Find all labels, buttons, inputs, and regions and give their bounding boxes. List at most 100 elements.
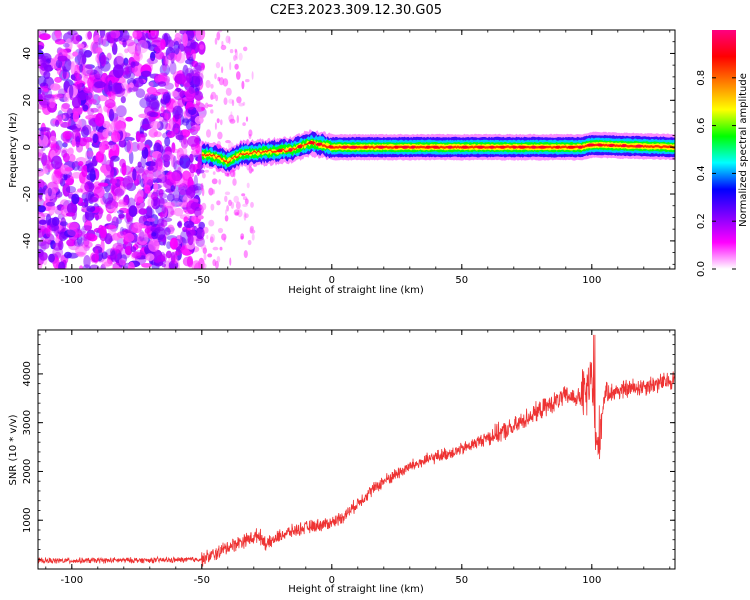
noise-blob bbox=[150, 120, 161, 130]
noise-blob bbox=[200, 182, 204, 191]
noise-blob bbox=[150, 193, 158, 200]
noise-blob bbox=[203, 253, 207, 261]
noise-blob bbox=[224, 191, 231, 196]
noise-blob bbox=[173, 207, 184, 217]
noise-blob bbox=[63, 229, 76, 238]
noise-blob bbox=[129, 72, 136, 79]
y-tick-label: -40 bbox=[22, 233, 33, 249]
noise-blob bbox=[159, 63, 171, 76]
noise-blob bbox=[41, 152, 48, 167]
colorbar-tick-label: 0.4 bbox=[696, 165, 707, 181]
noise-blob bbox=[236, 71, 241, 80]
noise-blob bbox=[83, 255, 91, 268]
noise-blob bbox=[140, 70, 152, 78]
noise-blob bbox=[40, 241, 50, 250]
noise-blob bbox=[177, 97, 186, 108]
noise-blob bbox=[57, 88, 67, 97]
noise-blob bbox=[177, 235, 183, 245]
noise-blob bbox=[146, 57, 158, 65]
noise-blob bbox=[205, 79, 211, 89]
noise-blob bbox=[123, 136, 135, 142]
colorbar-tick-label: 0.6 bbox=[696, 118, 707, 134]
noise-blob bbox=[173, 40, 180, 55]
noise-blob bbox=[157, 72, 168, 84]
noise-blob bbox=[180, 146, 188, 157]
noise-blob bbox=[82, 136, 93, 143]
snr-series-line bbox=[38, 334, 675, 567]
noise-blob bbox=[39, 252, 48, 261]
noise-blob bbox=[183, 195, 192, 201]
noise-blob bbox=[195, 227, 205, 240]
noise-blob bbox=[106, 91, 116, 96]
noise-blob bbox=[114, 188, 125, 197]
noise-blob bbox=[221, 41, 224, 46]
noise-blob bbox=[137, 231, 149, 245]
noise-blob bbox=[207, 104, 213, 108]
noise-blob bbox=[118, 258, 126, 266]
noise-blob bbox=[65, 186, 77, 194]
spectrogram-ticks: -100 -50 0 50 100 -40 -20 0 20 40 bbox=[22, 29, 675, 286]
snr-panel: -100 -50 0 50 100 1000 2000 3000 4000 Height of … bbox=[8, 329, 676, 595]
noise-blob bbox=[171, 142, 176, 154]
noise-blob bbox=[182, 33, 188, 47]
noise-blob bbox=[223, 97, 228, 105]
noise-blob bbox=[130, 246, 137, 253]
noise-blob bbox=[82, 104, 89, 112]
noise-blob bbox=[163, 205, 175, 218]
noise-blob bbox=[202, 247, 207, 255]
noise-blob bbox=[233, 55, 237, 61]
noise-blob bbox=[38, 44, 44, 51]
noise-blob bbox=[123, 57, 129, 66]
noise-blob bbox=[174, 32, 182, 42]
noise-blob bbox=[175, 134, 185, 141]
noise-blob bbox=[40, 55, 47, 68]
noise-blob bbox=[52, 173, 59, 183]
noise-blob bbox=[212, 171, 216, 175]
noise-blob bbox=[218, 179, 222, 185]
noise-blob bbox=[212, 189, 215, 195]
noise-blob bbox=[153, 226, 166, 240]
noise-blob bbox=[151, 191, 159, 202]
signal-peak bbox=[394, 145, 399, 149]
noise-blob bbox=[189, 163, 196, 174]
signal-peak bbox=[577, 145, 583, 149]
noise-blob bbox=[110, 82, 123, 95]
noise-blob bbox=[42, 168, 49, 174]
noise-blob bbox=[159, 211, 164, 219]
noise-blob bbox=[245, 79, 250, 83]
noise-blob bbox=[202, 226, 209, 234]
signal-peak bbox=[538, 145, 547, 149]
noise-blob bbox=[47, 187, 52, 197]
noise-blob bbox=[44, 64, 54, 72]
y-tick-label: 1000 bbox=[22, 507, 33, 532]
noise-blob bbox=[242, 101, 246, 106]
noise-blob bbox=[139, 230, 145, 242]
signal-peak bbox=[401, 145, 409, 149]
noise-blob bbox=[172, 189, 181, 202]
noise-blob bbox=[149, 111, 159, 118]
x-tick-label: 50 bbox=[455, 275, 468, 286]
noise-blob bbox=[105, 248, 116, 257]
noise-blob bbox=[60, 103, 70, 113]
noise-blob bbox=[133, 178, 140, 186]
noise-blob bbox=[188, 184, 199, 192]
noise-blob bbox=[77, 161, 84, 167]
noise-blob bbox=[218, 77, 225, 86]
spectrogram-panel: -100 -50 0 50 100 -40 -20 0 20 40 Height of strai… bbox=[8, 29, 676, 296]
noise-blob bbox=[216, 118, 220, 124]
noise-blob bbox=[124, 212, 134, 224]
noise-blob bbox=[126, 78, 137, 86]
noise-blob bbox=[38, 179, 45, 189]
noise-blob bbox=[67, 118, 72, 127]
noise-blob bbox=[158, 192, 168, 199]
noise-blob bbox=[74, 76, 83, 90]
noise-blob bbox=[240, 236, 244, 240]
noise-blob bbox=[149, 81, 154, 88]
noise-blob bbox=[147, 217, 156, 222]
noise-blob bbox=[42, 127, 51, 132]
x-tick-label: -50 bbox=[194, 575, 210, 586]
noise-blob bbox=[61, 102, 71, 110]
noise-blob bbox=[193, 262, 203, 269]
noise-blob bbox=[187, 135, 199, 147]
noise-blob bbox=[228, 199, 232, 206]
